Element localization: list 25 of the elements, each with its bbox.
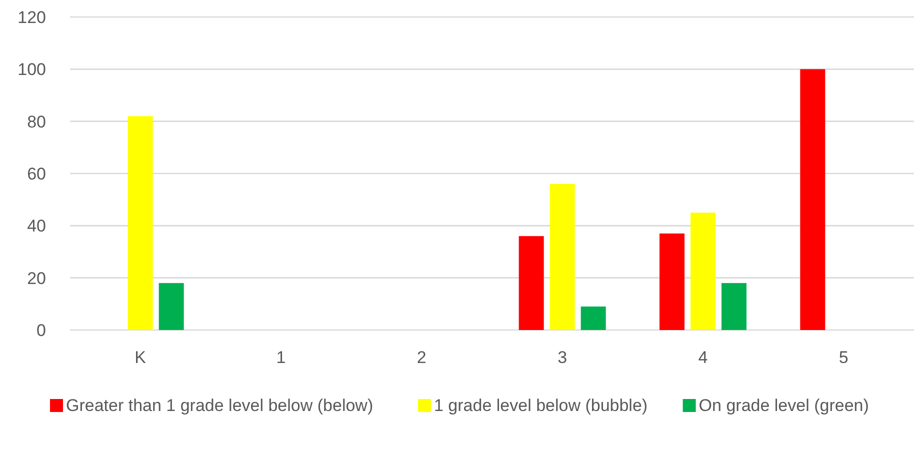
x-tick-label: 3	[558, 348, 568, 367]
bar	[518, 236, 544, 330]
bar	[690, 212, 716, 330]
x-tick-label: 4	[698, 348, 708, 367]
legend-label: 1 grade level below (bubble)	[434, 396, 648, 415]
y-tick-label: 0	[36, 320, 46, 340]
bar	[660, 233, 684, 330]
y-tick-label: 100	[18, 60, 46, 80]
x-tick-label: 2	[416, 348, 426, 367]
bar	[722, 283, 746, 330]
legend-label: On grade level (green)	[698, 396, 869, 415]
bar	[128, 116, 153, 330]
bar	[580, 306, 606, 330]
bar	[800, 69, 826, 330]
y-tick-label: 80	[27, 112, 46, 132]
y-tick-label: 120	[18, 8, 46, 27]
x-tick-label: K	[134, 348, 147, 367]
bar	[550, 184, 575, 330]
y-tick-label: 40	[27, 216, 46, 236]
x-tick-label: 5	[838, 348, 848, 367]
y-tick-label: 60	[27, 164, 46, 184]
y-tick-label: 20	[27, 268, 46, 288]
x-tick-label: 1	[276, 348, 286, 367]
legend-label: Greater than 1 grade level below (below)	[66, 396, 374, 415]
bar	[158, 283, 184, 330]
